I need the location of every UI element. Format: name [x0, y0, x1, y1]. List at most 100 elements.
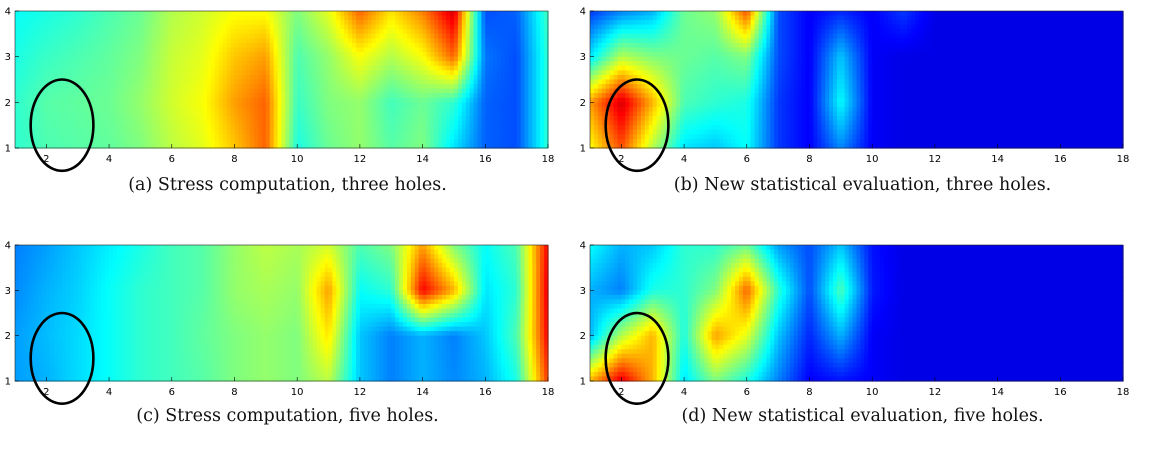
- heatmap-cell: [19, 52, 24, 57]
- heatmap-cell: [231, 16, 236, 21]
- heatmap-cell: [415, 125, 420, 130]
- heatmap-cell: [841, 16, 846, 21]
- heatmap-cell: [160, 139, 165, 144]
- heatmap-cell: [434, 84, 439, 89]
- heatmap-cell: [78, 111, 83, 116]
- heatmap-cell: [454, 107, 459, 112]
- heatmap-cell: [509, 11, 514, 16]
- heatmap-cell: [540, 57, 545, 62]
- heatmap-cell: [911, 25, 916, 30]
- heatmap-cell: [446, 61, 451, 66]
- heatmap-cell: [82, 29, 87, 34]
- heatmap-cell: [762, 29, 767, 34]
- heatmap-cell: [35, 57, 40, 62]
- heatmap-cell: [423, 121, 428, 126]
- heatmap-cell: [438, 80, 443, 85]
- heatmap-cell: [778, 16, 783, 21]
- heatmap-cell: [493, 125, 498, 130]
- heatmap-cell: [164, 80, 169, 85]
- heatmap-cell: [156, 89, 161, 94]
- heatmap-cell: [125, 107, 130, 112]
- heatmap-cell: [524, 80, 529, 85]
- heatmap-cell: [786, 34, 791, 39]
- heatmap-cell: [481, 80, 486, 85]
- heatmap-cell: [427, 121, 432, 126]
- heatmap-cell: [242, 111, 247, 116]
- heatmap-cell: [966, 11, 971, 16]
- heatmap-cell: [407, 89, 412, 94]
- heatmap-cell: [19, 43, 24, 48]
- heatmap-cell: [817, 25, 822, 30]
- heatmap-cell: [97, 16, 102, 21]
- heatmap-cell: [54, 139, 59, 144]
- heatmap-cell: [383, 134, 388, 139]
- heatmap-cell: [336, 61, 341, 66]
- heatmap-cell: [282, 111, 287, 116]
- heatmap-cell: [911, 29, 916, 34]
- heatmap-cell: [113, 70, 118, 75]
- heatmap-cell: [532, 38, 537, 43]
- heatmap-cell: [1064, 11, 1069, 16]
- heatmap-cell: [332, 75, 337, 80]
- heatmap-cell: [129, 34, 134, 39]
- heatmap-cell: [1037, 20, 1042, 25]
- heatmap-cell: [62, 25, 67, 30]
- heatmap-cell: [536, 16, 541, 21]
- heatmap-cell: [450, 125, 455, 130]
- heatmap-cell: [195, 11, 200, 16]
- heatmap-cell: [39, 11, 44, 16]
- heatmap-cell: [817, 34, 822, 39]
- heatmap-cell: [391, 57, 396, 62]
- heatmap-cell: [270, 34, 275, 39]
- heatmap-cell: [403, 20, 408, 25]
- heatmap-cell: [466, 107, 471, 112]
- heatmap-cell: [442, 61, 447, 66]
- heatmap-cell: [731, 16, 736, 21]
- heatmap-cell: [641, 34, 646, 39]
- heatmap-cell: [332, 20, 337, 25]
- heatmap-cell: [528, 75, 533, 80]
- heatmap-cell: [266, 80, 271, 85]
- heatmap-cell: [78, 98, 83, 103]
- heatmap-cell: [474, 130, 479, 135]
- heatmap-cell: [156, 48, 161, 53]
- heatmap-cell: [97, 66, 102, 71]
- heatmap-cell: [140, 48, 145, 53]
- heatmap-cell: [23, 93, 28, 98]
- heatmap-cell: [790, 29, 795, 34]
- heatmap-cell: [391, 61, 396, 66]
- heatmap-cell: [360, 89, 365, 94]
- heatmap-cell: [360, 111, 365, 116]
- heatmap-cell: [336, 70, 341, 75]
- heatmap-cell: [1072, 16, 1077, 21]
- heatmap-cell: [493, 116, 498, 121]
- heatmap-cell: [352, 93, 357, 98]
- heatmap-cell: [297, 98, 302, 103]
- heatmap-cell: [242, 98, 247, 103]
- heatmap-cell: [336, 134, 341, 139]
- heatmap-cell: [250, 38, 255, 43]
- heatmap-cell: [379, 84, 384, 89]
- heatmap-cell: [614, 25, 619, 30]
- heatmap-cell: [62, 38, 67, 43]
- heatmap-cell: [297, 48, 302, 53]
- heatmap-cell: [66, 38, 71, 43]
- heatmap-cell: [407, 61, 412, 66]
- heatmap-cell: [911, 16, 916, 21]
- heatmap-cell: [82, 98, 87, 103]
- heatmap-cell: [356, 11, 361, 16]
- heatmap-cell: [266, 52, 271, 57]
- heatmap-cell: [191, 52, 196, 57]
- heatmap-cell: [368, 116, 373, 121]
- heatmap-cell: [203, 43, 208, 48]
- heatmap-cell: [458, 134, 463, 139]
- heatmap-cell: [35, 16, 40, 21]
- heatmap-cell: [379, 102, 384, 107]
- heatmap-cell: [372, 134, 377, 139]
- heatmap-cell: [172, 102, 177, 107]
- heatmap-cell: [411, 89, 416, 94]
- heatmap-cell: [54, 116, 59, 121]
- heatmap-cell: [121, 89, 126, 94]
- heatmap-cell: [513, 38, 518, 43]
- heatmap-cell: [191, 89, 196, 94]
